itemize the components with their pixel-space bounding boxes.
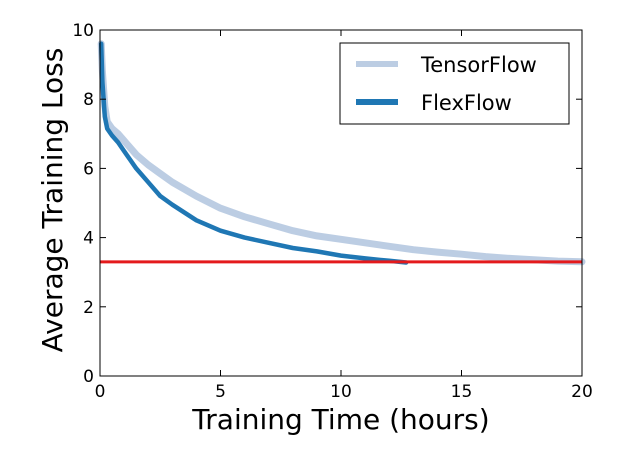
- y-axis-title: Average Training Loss: [36, 48, 69, 353]
- x-tick-label: 20: [571, 382, 593, 402]
- x-axis-title: Training Time (hours): [191, 403, 489, 436]
- series-line-flexflow: [98, 41, 409, 265]
- y-tick-label: 0: [83, 367, 94, 387]
- chart-marks: [97, 40, 586, 266]
- x-tick-label: 15: [451, 382, 473, 402]
- legend-box: [339, 42, 570, 125]
- y-tick-label: 4: [83, 229, 94, 249]
- series-line-tensorflow: [97, 40, 586, 266]
- legend-label-flexflow: FlexFlow: [421, 91, 512, 115]
- legend: TensorFlow FlexFlow: [339, 42, 570, 125]
- y-tick-label: 10: [72, 21, 94, 41]
- y-tick-label: 6: [83, 159, 94, 179]
- x-tick-label: 10: [330, 382, 352, 402]
- legend-label-tensorflow: TensorFlow: [420, 53, 537, 77]
- y-tick-label: 8: [83, 90, 94, 110]
- axis-ticks: 0 5 10 15 20 0 2 4 6 8 10: [72, 21, 592, 402]
- y-tick-label: 2: [83, 298, 94, 318]
- x-tick-label: 0: [95, 382, 106, 402]
- x-tick-label: 5: [215, 382, 226, 402]
